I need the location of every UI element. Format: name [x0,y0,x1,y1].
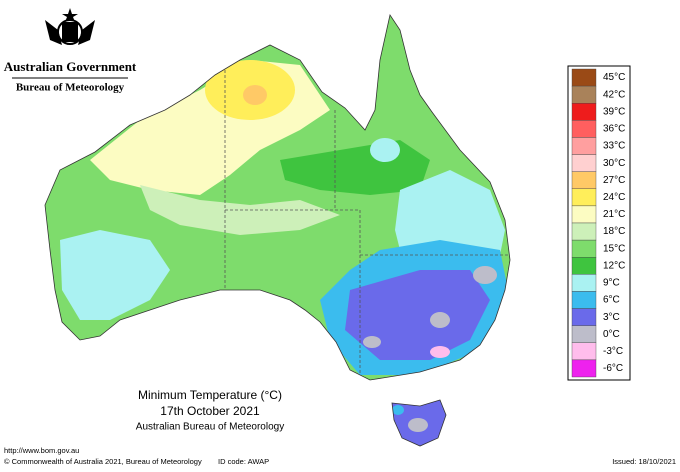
legend-swatch [571,188,597,207]
legend-label: 36°C [603,124,625,135]
legend-swatch [571,120,597,138]
map-source: Australian Bureau of Meteorology [136,422,284,433]
legend-swatch [571,68,597,87]
footer-id-code: ID code: AWAP [218,457,269,466]
legend-swatch [571,171,597,189]
legend-label: 42°C [603,89,625,100]
legend-label: 12°C [603,260,625,271]
legend-swatch [571,222,597,241]
tasmania-coast [391,399,447,447]
legend-swatch [571,154,597,172]
agency-name: Australian Government [4,59,137,74]
legend-swatch [571,239,597,258]
footer-url: http://www.bom.gov.au [4,446,79,455]
legend-label: 30°C [603,158,625,169]
legend-swatch [571,274,597,292]
legend-label: 45°C [603,72,625,83]
legend-label: -3°C [603,346,623,357]
legend-label: 21°C [603,209,625,220]
map-title: Minimum Temperature (°C) [138,388,282,402]
legend-swatch [571,205,597,224]
legend-label: 9°C [603,278,620,289]
legend-label: 39°C [603,106,625,117]
legend-label: 27°C [603,175,625,186]
legend-swatch [571,137,597,155]
legend-label: 18°C [603,226,625,237]
legend-swatch [571,291,597,309]
footer-issued: Issued: 18/10/2021 [612,457,676,466]
legend-label: -6°C [603,363,623,374]
legend-label: 24°C [603,192,625,203]
legend-label: 15°C [603,243,625,254]
legend-swatch [571,85,597,104]
legend-label: 6°C [603,295,620,306]
coastline [44,13,511,381]
legend-swatch [571,308,597,326]
legend-label: 33°C [603,141,625,152]
bureau-name: Bureau of Meteorology [16,82,125,94]
legend-swatch [571,103,597,121]
legend: 45°C 42°C 39°C 36°C 33°C 30°C 27°C 24°C 21°C 18°C… [571,68,625,378]
legend-label: 3°C [603,312,620,323]
legend-swatch [571,325,597,343]
legend-swatch [571,342,597,361]
legend-label: 0°C [603,329,620,340]
legend-swatch [571,359,597,378]
legend-swatch [571,257,597,275]
logo [45,8,95,45]
map-date: 17th October 2021 [160,404,260,418]
footer-copyright: © Commonwealth of Australia 2021, Bureau… [4,457,202,466]
